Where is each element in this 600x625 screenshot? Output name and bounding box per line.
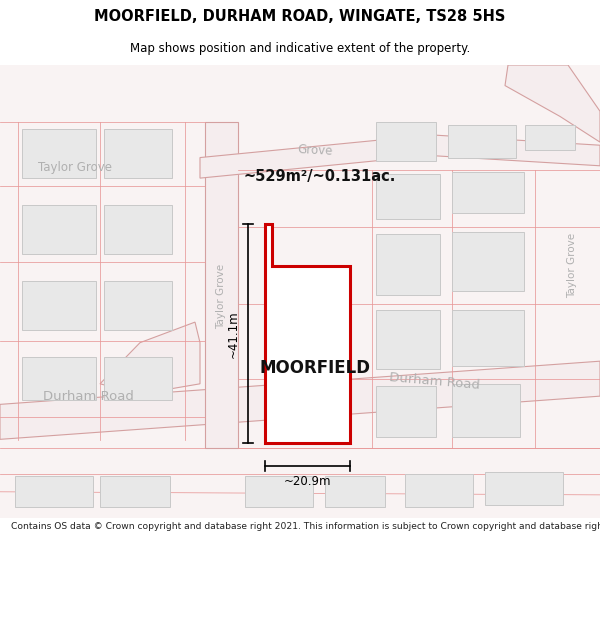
Polygon shape xyxy=(376,122,436,161)
Polygon shape xyxy=(376,386,436,438)
Polygon shape xyxy=(265,224,350,444)
Polygon shape xyxy=(104,129,172,178)
Polygon shape xyxy=(452,232,524,291)
Text: ~529m²/~0.131ac.: ~529m²/~0.131ac. xyxy=(244,169,396,184)
Polygon shape xyxy=(0,361,600,439)
Polygon shape xyxy=(525,124,575,151)
Text: Grove: Grove xyxy=(297,143,333,158)
Polygon shape xyxy=(452,310,524,366)
Polygon shape xyxy=(448,124,516,158)
Text: ~20.9m: ~20.9m xyxy=(284,475,331,488)
Text: Durham Road: Durham Road xyxy=(43,389,133,402)
Text: Contains OS data © Crown copyright and database right 2021. This information is : Contains OS data © Crown copyright and d… xyxy=(11,522,600,531)
Polygon shape xyxy=(104,281,172,331)
Polygon shape xyxy=(376,310,440,369)
Polygon shape xyxy=(22,357,96,400)
Text: Map shows position and indicative extent of the property.: Map shows position and indicative extent… xyxy=(130,42,470,55)
Polygon shape xyxy=(0,65,600,518)
Polygon shape xyxy=(22,129,96,178)
Polygon shape xyxy=(200,135,600,178)
Polygon shape xyxy=(376,174,440,219)
Polygon shape xyxy=(104,357,172,400)
Polygon shape xyxy=(452,384,520,438)
Polygon shape xyxy=(205,122,238,447)
Text: MOORFIELD: MOORFIELD xyxy=(260,359,371,378)
Polygon shape xyxy=(376,234,440,296)
Polygon shape xyxy=(405,474,473,508)
Polygon shape xyxy=(505,65,600,142)
Text: Taylor Grove: Taylor Grove xyxy=(38,161,112,174)
Polygon shape xyxy=(15,476,93,508)
Text: Taylor Grove: Taylor Grove xyxy=(216,264,226,329)
Polygon shape xyxy=(100,322,200,394)
Polygon shape xyxy=(22,205,96,254)
Polygon shape xyxy=(452,172,524,213)
Polygon shape xyxy=(22,281,96,331)
Polygon shape xyxy=(100,476,170,508)
Text: Taylor Grove: Taylor Grove xyxy=(567,233,577,298)
Polygon shape xyxy=(485,472,563,505)
Text: Durham Road: Durham Road xyxy=(389,371,481,392)
Text: MOORFIELD, DURHAM ROAD, WINGATE, TS28 5HS: MOORFIELD, DURHAM ROAD, WINGATE, TS28 5H… xyxy=(94,9,506,24)
Text: ~41.1m: ~41.1m xyxy=(227,310,239,358)
Polygon shape xyxy=(245,476,313,508)
Polygon shape xyxy=(104,205,172,254)
Polygon shape xyxy=(325,476,385,508)
